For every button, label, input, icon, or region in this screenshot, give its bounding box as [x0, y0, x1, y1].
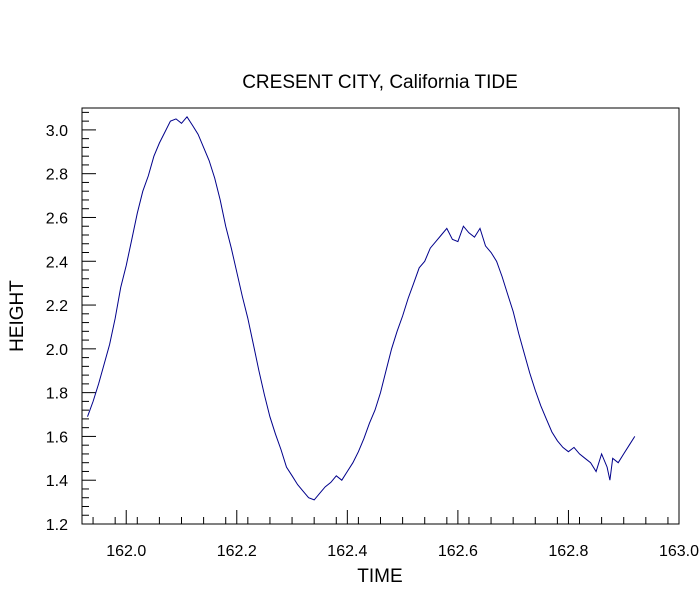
x-tick-label: 162.6	[438, 543, 478, 560]
x-axis: 162.0 162.2 162.4 162.6 162.8 163.0	[92, 510, 699, 560]
x-tick-label: 163.0	[659, 543, 699, 560]
tide-height-line	[87, 115, 636, 501]
y-tick-label: 2.4	[46, 254, 68, 271]
x-tick-label: 162.2	[217, 543, 257, 560]
y-tick-label: 3.0	[46, 123, 68, 140]
x-tick-label: 162.0	[106, 543, 146, 560]
y-tick-label: 1.6	[46, 429, 68, 446]
y-axis: 1.2 1.4 1.6 1.8 2.0 2.2 2.4 2.6 2.8 3.0	[46, 111, 96, 534]
x-tick-label: 162.4	[327, 543, 367, 560]
x-axis-label: TIME	[357, 566, 402, 587]
y-tick-label: 1.2	[46, 517, 68, 534]
x-tick-label: 162.8	[548, 543, 588, 560]
chart-title: CRESENT CITY, California TIDE	[242, 72, 518, 93]
y-tick-label: 2.2	[46, 298, 68, 315]
y-tick-label: 1.4	[46, 473, 68, 490]
y-axis-label: HEIGHT	[7, 280, 28, 352]
y-tick-label: 1.8	[46, 386, 68, 403]
y-tick-label: 2.6	[46, 210, 68, 227]
y-tick-label: 2.8	[46, 167, 68, 184]
y-tick-label: 2.0	[46, 342, 68, 359]
